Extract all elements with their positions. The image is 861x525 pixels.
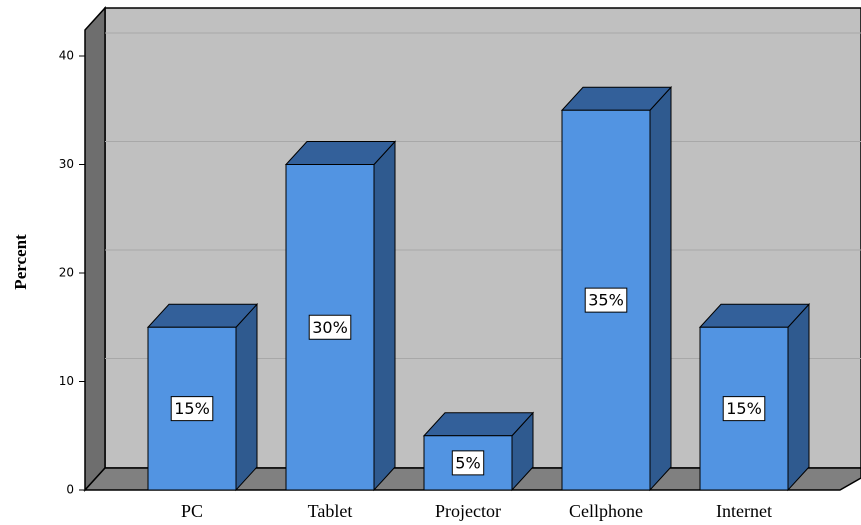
y-tick-label: 10 xyxy=(59,374,74,388)
value-label: 15% xyxy=(174,399,210,418)
bar-side xyxy=(235,302,258,492)
bar-side xyxy=(649,85,672,492)
x-tick-label: PC xyxy=(181,501,203,521)
value-label-box xyxy=(170,396,214,422)
x-tick-label: Internet xyxy=(716,501,772,521)
left-wall xyxy=(84,6,106,492)
y-tick-label: 40 xyxy=(59,49,74,63)
bar-side xyxy=(787,302,810,492)
value-label: 30% xyxy=(312,318,348,337)
y-tick-label: 0 xyxy=(66,483,74,497)
bars: 15% PC 30% Tablet 5% Projector 35% Cellphone 15%… xyxy=(146,85,811,521)
value-label: 35% xyxy=(588,291,624,310)
y-tick-label: 30 xyxy=(59,157,74,171)
value-label-box xyxy=(584,287,628,313)
x-tick-label: Projector xyxy=(435,501,501,521)
y-tick-label: 20 xyxy=(59,266,74,280)
x-tick-label: Tablet xyxy=(308,501,353,521)
value-label: 15% xyxy=(726,399,762,418)
value-label-box xyxy=(308,314,352,340)
bar-side xyxy=(373,140,396,492)
grid: 0 10 20 30 40 xyxy=(59,32,861,497)
value-label-box xyxy=(451,450,485,476)
x-tick-label: Cellphone xyxy=(569,501,643,521)
y-axis-label: Percent xyxy=(11,234,30,290)
value-label-box xyxy=(722,396,766,422)
value-label: 5% xyxy=(455,453,480,472)
bar xyxy=(423,435,513,491)
